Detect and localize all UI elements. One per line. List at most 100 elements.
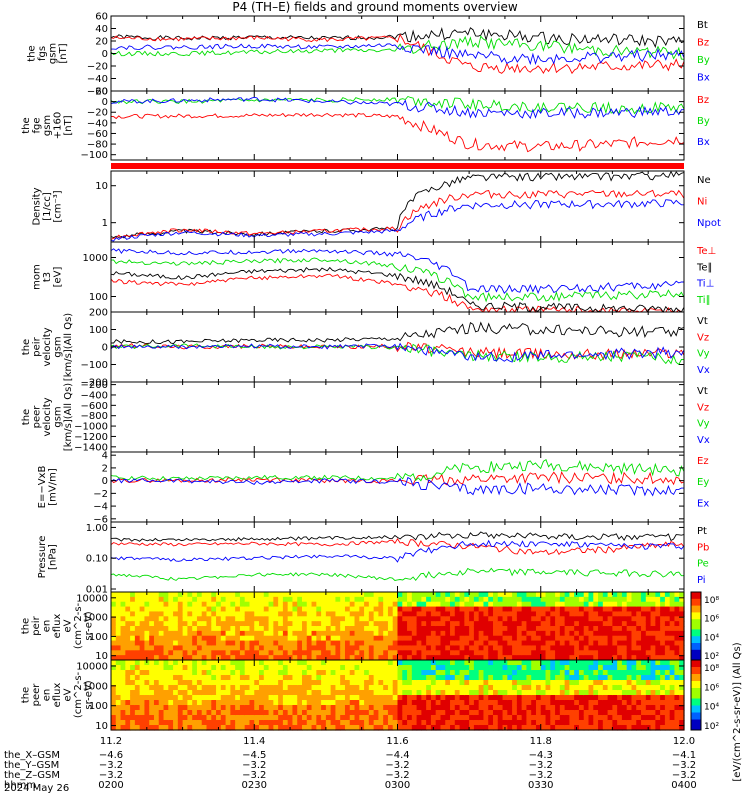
heatmap-cell <box>359 616 365 622</box>
heatmap-cell <box>244 720 251 726</box>
heatmap-cell <box>521 705 528 711</box>
series-line-bz <box>110 112 685 153</box>
heatmap-cell <box>340 650 346 656</box>
y-axis-label: gsm <box>53 406 64 427</box>
heatmap-cell <box>263 700 270 706</box>
heatmap-cell <box>411 695 418 701</box>
heatmap-cell <box>493 626 499 632</box>
heatmap-cell <box>349 596 356 603</box>
heatmap-cell <box>292 675 298 681</box>
heatmap-cell <box>249 592 255 598</box>
heatmap-cell <box>574 601 580 608</box>
heatmap-cell <box>340 715 346 721</box>
heatmap-cell <box>182 720 189 726</box>
heatmap-cell <box>306 596 313 603</box>
heatmap-cell <box>249 700 255 706</box>
heatmap-cell <box>177 705 184 711</box>
heatmap-cell <box>559 725 566 731</box>
series-line-vy <box>110 343 685 366</box>
heatmap-cell <box>574 611 580 617</box>
heatmap-cell <box>660 690 666 696</box>
heatmap-cell <box>192 725 198 731</box>
heatmap-cell <box>497 621 504 627</box>
heatmap-cell <box>674 592 680 598</box>
heatmap-cell <box>306 695 313 701</box>
heatmap-cell <box>177 710 184 716</box>
heatmap-cell <box>268 630 274 637</box>
heatmap-cell <box>512 606 518 613</box>
heatmap-cell <box>168 592 174 598</box>
heatmap-cell <box>430 680 437 686</box>
heatmap-cell <box>559 685 566 691</box>
heatmap-cell <box>674 640 680 647</box>
heatmap-cell <box>516 725 523 731</box>
heatmap-cell <box>273 690 279 696</box>
heatmap-cell <box>383 630 389 637</box>
heatmap-cell <box>636 715 642 721</box>
heatmap-cell <box>617 720 623 726</box>
heatmap-cell <box>325 611 332 617</box>
heatmap-cell <box>626 592 633 598</box>
heatmap-cell <box>421 621 427 627</box>
heatmap-cell <box>196 695 203 701</box>
heatmap-cell <box>259 616 265 622</box>
heatmap-cell <box>469 660 475 666</box>
heatmap-cell <box>636 650 642 656</box>
heatmap-cell <box>263 635 270 642</box>
heatmap-cell <box>416 685 422 691</box>
heatmap-cell <box>497 710 504 716</box>
ephemeris-value: −4.4 <box>385 750 410 761</box>
heatmap-cell <box>593 720 599 726</box>
heatmap-cell <box>368 670 375 676</box>
heatmap-cell <box>407 670 413 676</box>
heatmap-cell <box>387 680 394 686</box>
heatmap-cell <box>120 715 126 721</box>
heatmap-cell <box>588 685 594 691</box>
heatmap-cell <box>292 601 298 608</box>
heatmap-cell <box>540 725 547 731</box>
heatmap-cell <box>593 660 599 666</box>
series-line-vz <box>110 341 685 361</box>
heatmap-cell <box>163 601 169 608</box>
colorbar-segment <box>691 639 701 644</box>
heatmap-cell <box>674 695 680 701</box>
heatmap-cell <box>383 660 389 666</box>
heatmap-cell <box>545 690 551 696</box>
heatmap-cell <box>526 695 532 701</box>
heatmap-cell <box>650 690 656 696</box>
heatmap-cell <box>631 715 637 721</box>
heatmap-cell <box>206 700 212 706</box>
heatmap-cell <box>130 685 136 691</box>
heatmap-cell <box>302 695 308 701</box>
heatmap-cell <box>631 665 637 671</box>
heatmap-cell <box>655 705 661 711</box>
heatmap-cell <box>402 626 408 632</box>
heatmap-cell <box>111 680 117 686</box>
series-line-pb <box>110 537 685 556</box>
heatmap-cell <box>115 650 122 656</box>
heatmap-cell <box>263 710 270 716</box>
heatmap-cell <box>153 592 160 598</box>
heatmap-cell <box>645 606 652 613</box>
heatmap-cell <box>569 592 575 598</box>
heatmap-cell <box>564 655 571 661</box>
heatmap-cell <box>201 635 208 642</box>
heatmap-cell <box>144 650 150 656</box>
heatmap-cell <box>507 685 513 691</box>
heatmap-cell <box>669 655 676 661</box>
heatmap-cell <box>435 705 442 711</box>
heatmap-cell <box>550 675 556 681</box>
heatmap-cell <box>173 640 179 647</box>
heatmap-cell <box>626 635 633 642</box>
heatmap-cell <box>316 630 322 637</box>
heatmap-cell <box>230 635 236 642</box>
heatmap-cell <box>192 680 198 686</box>
heatmap-cell <box>650 670 656 676</box>
heatmap-cell <box>278 665 284 671</box>
heatmap-cell <box>282 650 289 656</box>
heatmap-cell <box>192 660 198 666</box>
heatmap-cell <box>211 621 217 627</box>
heatmap-cell <box>421 725 427 731</box>
heatmap-cell <box>631 690 637 696</box>
heatmap-cell <box>268 640 274 647</box>
